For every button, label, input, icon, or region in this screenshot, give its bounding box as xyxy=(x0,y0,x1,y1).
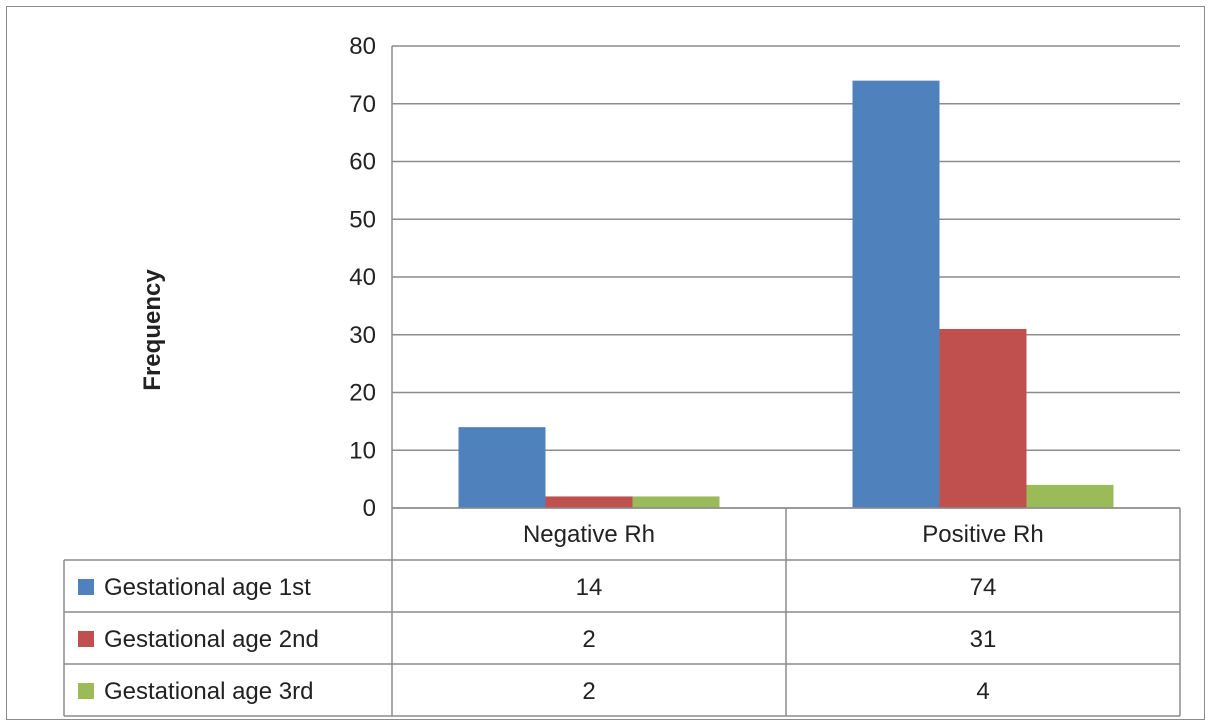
y-tick-label: 30 xyxy=(349,322,376,349)
data-table-value: 31 xyxy=(970,626,997,653)
data-table: Negative Rh Positive Rh Gestational age 1s… xyxy=(63,507,1181,717)
y-tick-label: 0 xyxy=(363,495,376,522)
legend-swatch xyxy=(78,579,94,595)
bar-1-2 xyxy=(852,80,940,509)
legend-entry: Gestational age 2nd xyxy=(104,626,319,653)
bars xyxy=(458,80,1114,509)
data-table-value: 74 xyxy=(970,574,997,601)
y-tick-label: 40 xyxy=(349,264,376,291)
y-tick-label: 10 xyxy=(349,437,376,464)
bar-2-1 xyxy=(545,496,633,508)
legend-swatch xyxy=(78,631,94,647)
legend-swatch xyxy=(78,683,94,699)
legend-entry: Gestational age 3rd xyxy=(104,678,313,705)
y-tick-label: 70 xyxy=(349,91,376,118)
bar-3-1 xyxy=(632,496,720,508)
bar-2-2 xyxy=(939,328,1027,508)
y-tick-labels: 0 10 20 30 40 50 60 70 80 xyxy=(349,33,376,522)
y-tick-label: 20 xyxy=(349,380,376,407)
y-axis-label: Frequency xyxy=(139,269,166,391)
bar-3-2 xyxy=(1026,484,1114,508)
data-table-value: 2 xyxy=(582,678,595,705)
data-table-value: 2 xyxy=(582,626,595,653)
y-tick-label: 50 xyxy=(349,206,376,233)
y-tick-label: 60 xyxy=(349,149,376,176)
y-tick-label: 80 xyxy=(349,33,376,60)
data-table-value: 14 xyxy=(576,574,603,601)
legend-entry: Gestational age 1st xyxy=(104,574,311,601)
x-category-label: Positive Rh xyxy=(922,521,1043,548)
bar-1-1 xyxy=(458,427,546,508)
data-table-value: 4 xyxy=(976,678,989,705)
x-category-label: Negative Rh xyxy=(523,521,655,548)
